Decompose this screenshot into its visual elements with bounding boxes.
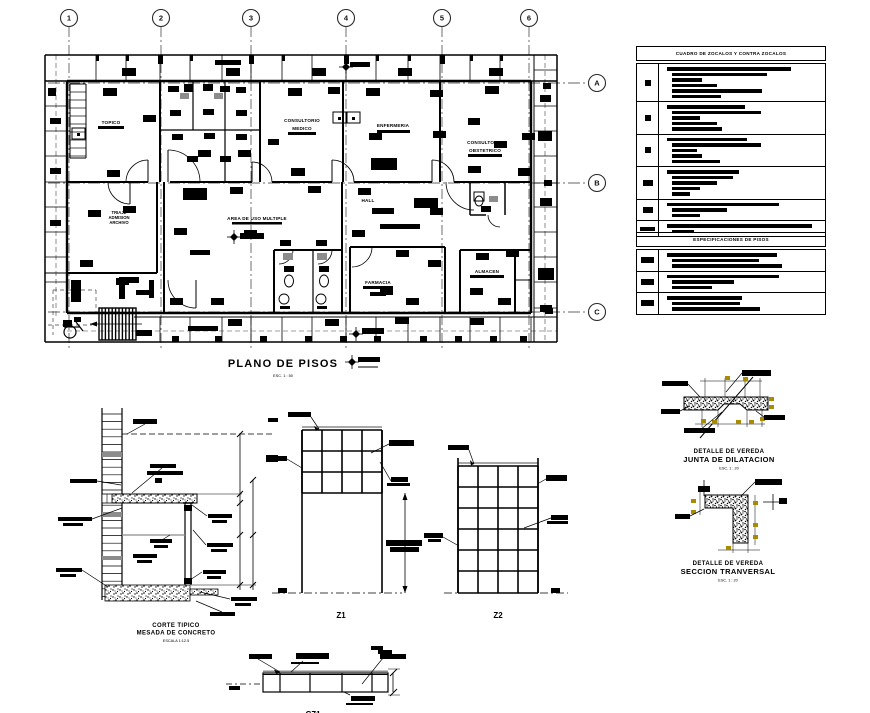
stairs xyxy=(63,307,142,341)
junta-scale: ESC. 1 : 20 xyxy=(719,467,738,471)
grid-bubble-A xyxy=(587,73,607,93)
walls xyxy=(44,54,558,343)
table-row xyxy=(637,134,825,167)
table-row xyxy=(637,102,825,135)
grid-bubble-6 xyxy=(519,8,539,28)
room-label-farmacia: FARMACIA xyxy=(365,280,391,285)
grid-bubble-label: 2 xyxy=(159,14,163,23)
vereda-label-bars xyxy=(661,370,785,519)
corte-title: CORTE TIPICO xyxy=(152,623,199,629)
furniture xyxy=(48,55,554,342)
seccion-scale: ESC. 1 : 20 xyxy=(718,579,737,583)
detail-zapatas: Z1 Z2 xyxy=(268,412,568,620)
table-row xyxy=(637,250,825,272)
plan-title: PLANO DE PISOS xyxy=(228,358,338,370)
junta-title: JUNTA DE DILATACION xyxy=(683,455,774,464)
room-label-hall: HALL xyxy=(361,198,374,203)
table-row xyxy=(637,167,825,200)
zapatas-geometry xyxy=(272,416,568,594)
door-arcs xyxy=(107,149,501,309)
corte-scale: ESCALA 1:12.5 xyxy=(163,639,189,643)
room-label-enfermeria: ENFERMERIA xyxy=(377,123,410,128)
corte-title: MESADA DE CONCRETO xyxy=(137,631,216,637)
z1-label: Z1 xyxy=(336,611,346,620)
floor-plan: 1 2 3 4 5 6 A B C TOPICO CONSULTORIO MED… xyxy=(44,8,607,378)
grid-bubble-3 xyxy=(241,8,261,28)
plan-scale: ESC. 1 : 50 xyxy=(273,373,294,378)
room-label-almacen: ALMACEN xyxy=(475,269,500,274)
grid-bubble-B xyxy=(587,173,607,193)
grid-bubble-C xyxy=(587,302,607,322)
room-label-triaje: ARCHIVO xyxy=(109,220,129,225)
detail-vereda: DETALLE DE VEREDA JUNTA DE DILATACION ES… xyxy=(661,370,787,583)
vereda-geometry xyxy=(679,372,787,553)
grid-bubble-label: C xyxy=(594,308,600,317)
room-label-obstetrico: OBSTETRICO xyxy=(469,148,501,153)
outline-fixtures xyxy=(71,111,485,202)
wc-fixtures xyxy=(278,195,484,305)
room-label-consultorio-medico: CONSULTORIO xyxy=(284,118,320,123)
table-row xyxy=(637,199,825,221)
zocalos-table-body xyxy=(636,63,826,237)
z2-label: Z2 xyxy=(493,611,503,620)
grid-bubble-label: 3 xyxy=(249,14,253,23)
grid-bubble-label: 5 xyxy=(440,14,444,23)
room-label-consultorio-medico: MEDICO xyxy=(292,126,312,131)
grid-bubbles: 1 2 3 4 5 6 A B C xyxy=(59,8,607,322)
pisos-table-title: ESPECIFICACIONES DE PISOS xyxy=(636,232,826,247)
zocalos-table-title: CUADRO DE ZOCALOS Y CONTRA ZOCALOS xyxy=(636,46,826,61)
pisos-table-body xyxy=(636,249,826,315)
grid-bubble-2 xyxy=(151,8,171,28)
table-row xyxy=(637,271,825,293)
viga-label-bars xyxy=(229,646,406,705)
room-label-triaje: TRIAJE xyxy=(112,210,127,215)
gray-fixtures xyxy=(180,93,498,260)
detail-corte-tipico: CORTE TIPICO MESADA DE CONCRETO ESCALA 1… xyxy=(56,408,278,643)
room-label-topico: TOPICO xyxy=(102,120,121,125)
viga-geometry xyxy=(226,657,400,697)
corte-geometry xyxy=(81,408,278,613)
table-row xyxy=(637,64,825,102)
junta-title: DETALLE DE VEREDA xyxy=(694,449,765,455)
seccion-title: SECCION TRANVERSAL xyxy=(681,567,776,576)
corte-label-bars xyxy=(56,419,257,616)
room-label-triaje: ADMISION xyxy=(109,215,130,220)
grid-bubble-label: 6 xyxy=(527,14,531,23)
grid-bubble-label: 4 xyxy=(344,14,349,23)
grid-bubble-5 xyxy=(432,8,452,28)
room-labels: TOPICO CONSULTORIO MEDICO ENFERMERIA CON… xyxy=(102,118,503,285)
table-row xyxy=(637,293,825,314)
seccion-title: DETALLE DE VEREDA xyxy=(693,561,764,567)
detail-viga-cz1: CZ1 xyxy=(226,646,406,713)
room-label-area-multiple: AREA DE USO MULTIPLE xyxy=(227,216,287,221)
pisos-table: ESPECIFICACIONES DE PISOS xyxy=(636,232,826,315)
label-bars xyxy=(98,60,504,334)
grid-bubble-label: 1 xyxy=(67,14,71,23)
room-label-obstetrico: CONSULTORIO xyxy=(467,140,503,145)
section-markers xyxy=(227,60,380,369)
grid-bubble-1 xyxy=(59,8,79,28)
grid-bubble-4 xyxy=(336,8,356,28)
grid-bubble-label: B xyxy=(594,179,600,188)
grid-bubble-label: A xyxy=(594,79,600,88)
zapatas-label-bars xyxy=(268,412,568,593)
table-row xyxy=(637,221,825,236)
viga-label: CZ1 xyxy=(305,710,321,713)
zocalos-table: CUADRO DE ZOCALOS Y CONTRA ZOCALOS xyxy=(636,46,826,237)
